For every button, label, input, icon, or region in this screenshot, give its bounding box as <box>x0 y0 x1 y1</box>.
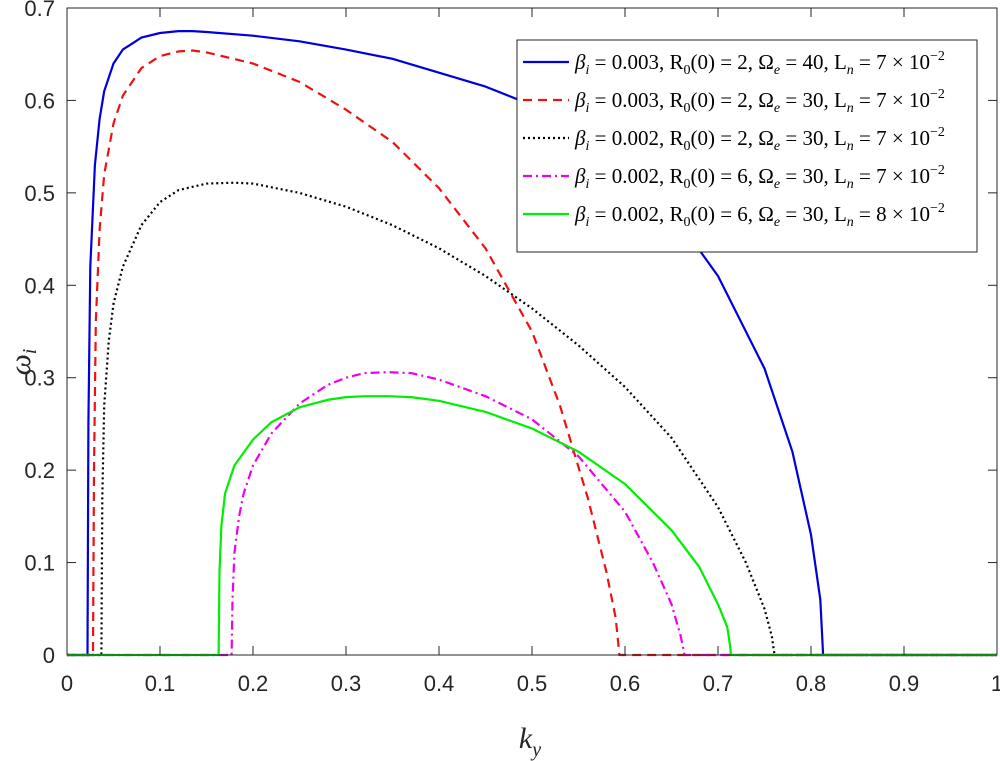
series-line-2 <box>67 49 997 657</box>
y-tick-label: 0.3 <box>24 366 55 391</box>
series-line-4 <box>67 371 997 657</box>
y-tick-label: 0.4 <box>24 273 55 298</box>
legend-label-2: βi = 0.003, R0(0) = 2, Ωe = 30, Ln = 7 ×… <box>574 87 945 116</box>
x-tick-label: 0.4 <box>424 671 455 696</box>
y-axis-label: ωi <box>4 349 41 376</box>
x-tick-label: 0.5 <box>517 671 548 696</box>
legend-label-4: βi = 0.002, R0(0) = 6, Ωe = 30, Ln = 7 ×… <box>574 163 945 192</box>
x-tick-label: 0.3 <box>331 671 362 696</box>
legend-label-5: βi = 0.002, R0(0) = 6, Ωe = 30, Ln = 8 ×… <box>574 201 945 230</box>
legend-box <box>516 39 978 253</box>
plot-area <box>67 30 997 657</box>
x-tick-label: 0.7 <box>703 671 734 696</box>
x-axis-label: ky <box>519 722 541 761</box>
x-tick-label: 0.2 <box>238 671 269 696</box>
x-tick-label: 0.9 <box>889 671 920 696</box>
y-tick-label: 0.7 <box>24 0 55 21</box>
x-tick-label: 0 <box>61 671 73 696</box>
legend: βi = 0.003, R0(0) = 2, Ωe = 40, Ln = 7 ×… <box>516 39 978 253</box>
legend-label-1: βi = 0.003, R0(0) = 2, Ωe = 40, Ln = 7 ×… <box>574 49 945 78</box>
y-tick-label: 0.1 <box>24 551 55 576</box>
axes: 0 0.1 0.2 0.3 0.4 0.5 0.6 0.7 0.8 0.9 1 0 0.1 0.2 0.3 0… <box>24 0 1000 696</box>
series-line-5 <box>67 395 997 657</box>
y-tick-label: 0.6 <box>24 88 55 113</box>
x-tick-label: 0.6 <box>610 671 641 696</box>
x-tick-label: 1 <box>991 671 1000 696</box>
series-line-1 <box>67 30 997 657</box>
y-tick-label: 0 <box>43 643 55 668</box>
y-tick-label: 0.5 <box>24 181 55 206</box>
x-tick-label: 0.8 <box>796 671 827 696</box>
legend-label-3: βi = 0.002, R0(0) = 2, Ωe = 30, Ln = 7 ×… <box>574 125 945 154</box>
x-tick-label: 0.1 <box>145 671 176 696</box>
y-tick-label: 0.2 <box>24 458 55 483</box>
